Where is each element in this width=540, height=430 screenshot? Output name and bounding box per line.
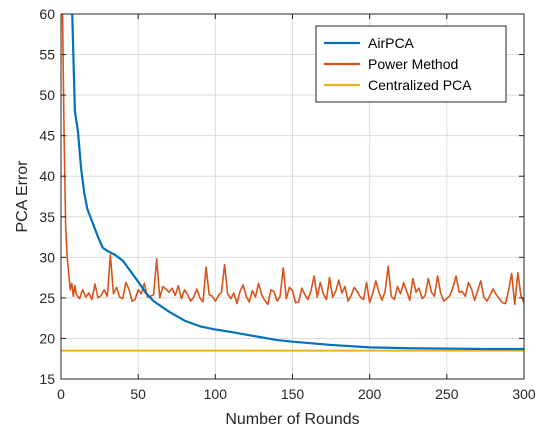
x-tick-label-0: 0: [57, 386, 65, 402]
legend-label-centralized-pca: Centralized PCA: [368, 77, 472, 93]
x-axis-label: Number of Rounds: [225, 411, 359, 428]
y-tick-label-3: 30: [39, 249, 55, 265]
series-line-airpca: [71, 14, 524, 351]
y-tick-label-6: 45: [39, 128, 55, 144]
grid: [61, 14, 524, 379]
y-axis-label: PCA Error: [14, 160, 31, 233]
y-tick-label-2: 25: [39, 290, 55, 306]
legend-label-airpca: AirPCA: [368, 35, 415, 51]
y-tick-label-5: 40: [39, 168, 55, 184]
x-tick-label-5: 250: [435, 386, 459, 402]
y-tick-label-4: 35: [39, 209, 55, 225]
y-tick-label-7: 50: [39, 87, 55, 103]
ticks: 0 50 100 150 200 250 300 15 20 25 30 35 40 45 50 55 60: [39, 6, 535, 402]
x-tick-label-1: 50: [130, 386, 146, 402]
y-tick-label-9: 60: [39, 6, 55, 22]
series-group: [61, 14, 524, 352]
series-line-power-method: [61, 14, 524, 306]
x-tick-label-2: 100: [204, 386, 228, 402]
y-tick-label-0: 15: [39, 371, 55, 387]
y-tick-label-8: 55: [39, 47, 55, 63]
x-tick-label-6: 300: [512, 386, 536, 402]
legend-label-power-method: Power Method: [368, 56, 458, 72]
y-tick-label-1: 20: [39, 330, 55, 346]
x-tick-label-3: 150: [281, 386, 305, 402]
x-tick-label-4: 200: [358, 386, 382, 402]
legend: AirPCA Power Method Centralized PCA: [315, 25, 507, 103]
